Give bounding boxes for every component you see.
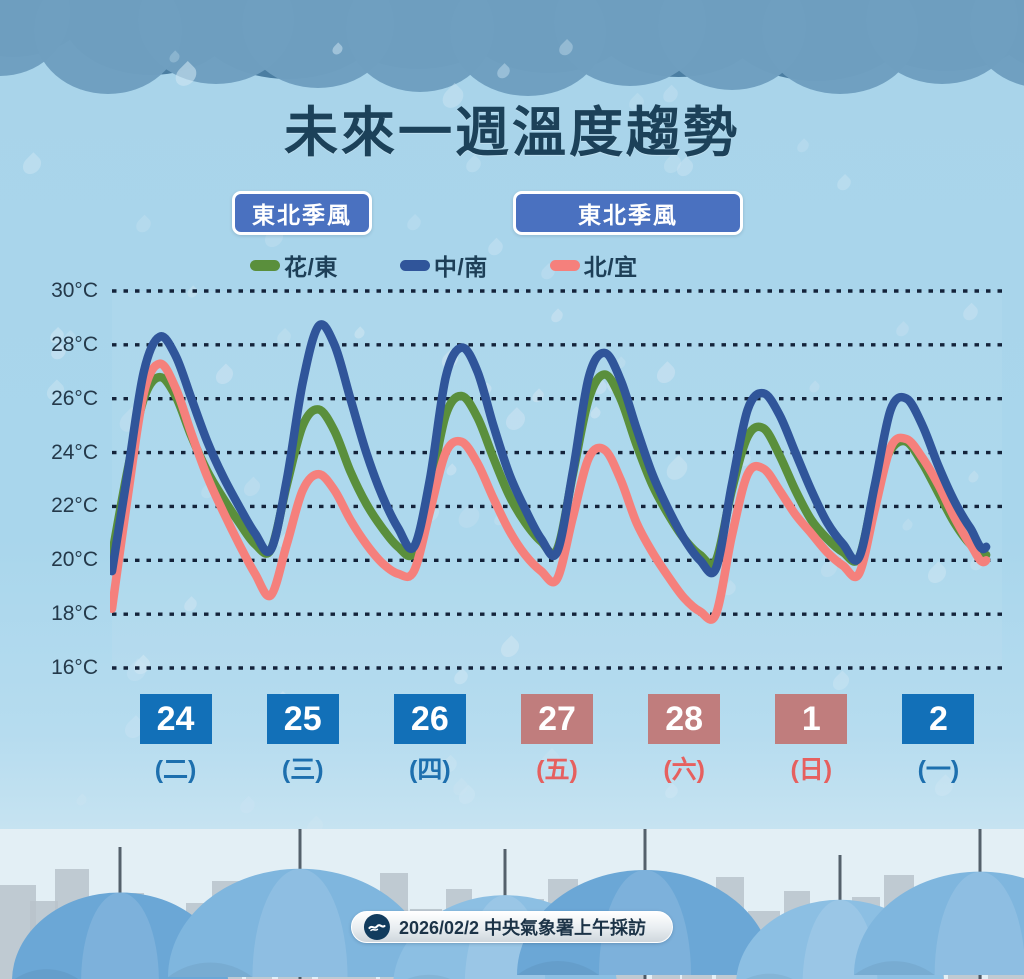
date-box: 1 — [775, 694, 848, 744]
y-tick-label: 22°C — [51, 494, 98, 518]
date-box: 27 — [521, 694, 593, 744]
legend-label-zhong-nan: 中/南 — [433, 254, 488, 280]
legend-item-bei-yi: 北/宜 — [549, 248, 638, 282]
y-tick-label: 30°C — [51, 279, 98, 302]
footer-credit-text: 2026/02/2 中央氣象署上午採訪 — [398, 918, 647, 938]
cloud-band — [0, 0, 1024, 132]
legend-item-hua-dong: 花/東 — [250, 248, 338, 282]
page-title: 未來一週溫度趨勢 — [284, 103, 740, 163]
y-tick-label: 26°C — [51, 386, 98, 410]
date-column-1: 1 (日) — [771, 694, 851, 786]
weekday-label: (四) — [409, 756, 451, 784]
weekday-label: (五) — [536, 756, 578, 784]
date-column-2: 2 (一) — [898, 694, 978, 786]
y-tick-label: 24°C — [51, 440, 98, 464]
legend-swatch-blue — [399, 259, 430, 271]
date-box: 26 — [393, 694, 466, 744]
date-box: 2 — [902, 694, 975, 744]
date-box: 24 — [139, 694, 212, 744]
legend-label-hua-dong: 花/東 — [284, 254, 338, 280]
date-column-26: 26 (四) — [390, 694, 470, 786]
city-umbrella-scene — [0, 829, 1024, 979]
date-box: 25 — [266, 694, 339, 744]
date-column-24: 24 (二) — [136, 694, 216, 786]
weekday-label: (六) — [663, 756, 705, 784]
weekday-label: (日) — [790, 756, 833, 784]
legend-swatch-green — [250, 259, 280, 271]
series-line-2 — [110, 359, 991, 624]
weekday-label: (三) — [281, 756, 324, 784]
date-column-27: 27 (五) — [517, 694, 597, 786]
weekday-label: (一) — [917, 756, 960, 784]
date-box: 28 — [648, 694, 721, 744]
cwa-wave-logo-icon — [363, 914, 390, 940]
y-axis-labels: 30°C 28°C 26°C 24°C 22°C 20°C 18°C 16°C — [0, 0, 98, 979]
date-column-25: 25 (三) — [263, 694, 343, 786]
y-tick-label: 20°C — [51, 548, 98, 572]
monsoon-badge-right: 東北季風 — [513, 191, 743, 235]
date-column-28: 28 (六) — [644, 694, 724, 786]
chart-legend: 花/東 中/南 北/宜 — [250, 248, 638, 282]
y-tick-label: 16°C — [51, 656, 98, 679]
legend-swatch-red — [549, 259, 580, 271]
legend-item-zhong-nan: 中/南 — [399, 248, 488, 282]
y-tick-label: 28°C — [51, 332, 98, 356]
monsoon-badge-left: 東北季風 — [232, 191, 372, 235]
footer-credit-pill: 2026/02/2 中央氣象署上午採訪 — [350, 911, 674, 943]
legend-label-bei-yi: 北/宜 — [583, 254, 638, 280]
y-tick-label: 18°C — [51, 602, 98, 626]
series-line-1 — [110, 320, 991, 578]
weekday-label: (二) — [154, 756, 197, 784]
